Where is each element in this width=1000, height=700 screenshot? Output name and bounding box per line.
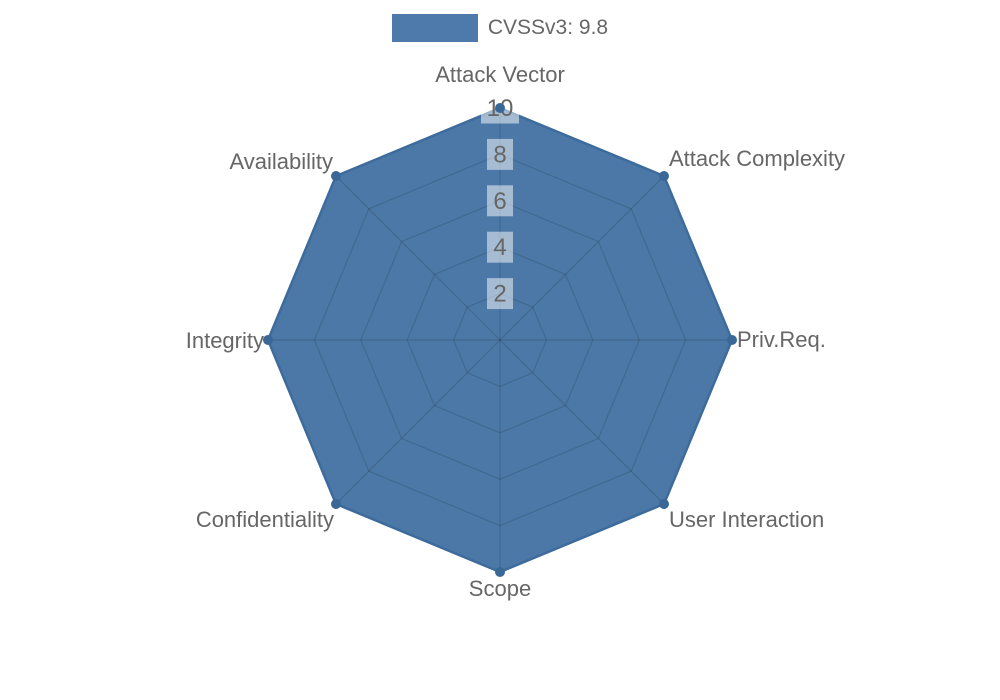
axis-label: Integrity [186, 328, 264, 353]
data-point[interactable] [495, 103, 505, 113]
grid-spoke [499, 175, 665, 341]
data-point[interactable] [659, 499, 669, 509]
data-point[interactable] [659, 171, 669, 181]
axis-label: Scope [469, 576, 531, 601]
grid-spoke [499, 339, 665, 505]
tick-label: 6 [493, 188, 506, 215]
tick-backdrop [487, 138, 513, 170]
tick-label: 2 [493, 281, 506, 308]
grid-ring [452, 292, 548, 388]
radar-area[interactable] [268, 108, 732, 572]
legend-label: CVSSv3: 9.8 [487, 16, 609, 39]
grid-spoke [335, 339, 501, 505]
data-point[interactable] [727, 335, 737, 345]
legend-swatch [391, 14, 478, 42]
data-point[interactable] [263, 335, 273, 345]
tick-label: 4 [493, 234, 506, 261]
axis-label: Availability [229, 149, 333, 174]
tick-label: 8 [493, 141, 506, 168]
data-point[interactable] [495, 567, 505, 577]
grid-ring [360, 200, 640, 480]
grid-ring [406, 246, 594, 434]
axis-label: Confidentiality [196, 507, 334, 532]
data-point[interactable] [331, 171, 341, 181]
chart-legend-item[interactable]: CVSSv3: 9.8 [0, 14, 1000, 42]
axis-label: Attack Complexity [669, 146, 845, 171]
grid-spoke [335, 175, 501, 341]
axis-label: Attack Vector [435, 62, 565, 87]
axis-label: Priv.Req. [737, 327, 826, 352]
tick-backdrop [487, 185, 513, 217]
tick-backdrop [487, 231, 513, 263]
grid-ring [313, 153, 687, 527]
data-point[interactable] [331, 499, 341, 509]
axis-label: User Interaction [669, 507, 824, 532]
tick-backdrop [487, 278, 513, 310]
